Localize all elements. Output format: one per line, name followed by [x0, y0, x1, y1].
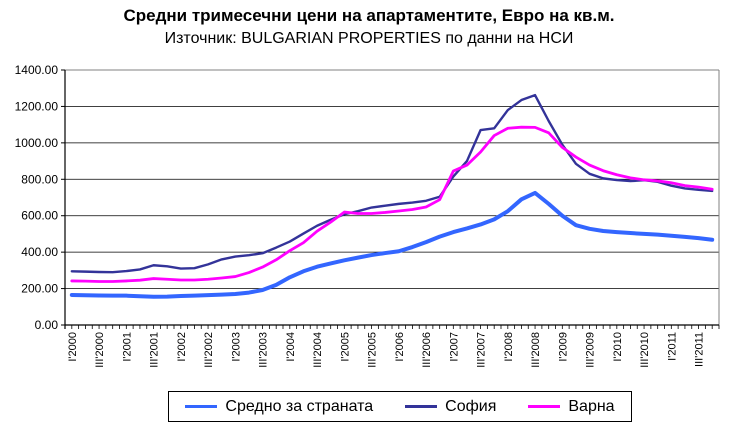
x-axis-label: III'2002 — [203, 332, 215, 368]
x-axis-label: III'2009 — [585, 332, 597, 368]
x-axis-label: III'2006 — [421, 332, 433, 368]
legend-label-sofia: София — [445, 397, 497, 415]
chart-subtitle: Източник: BULGARIAN PROPERTIES по данни … — [164, 30, 574, 47]
x-axis-label: I'2009 — [557, 332, 569, 362]
y-axis-label: 1400.00 — [15, 63, 59, 77]
x-axis-label: III'2011 — [694, 332, 706, 367]
y-axis-label: 600.00 — [21, 209, 58, 223]
x-axis-label: III'2007 — [476, 332, 488, 368]
chart-legend: Средно за страната София Варна — [168, 391, 632, 422]
legend-item-sofia: София — [405, 398, 496, 416]
series-line-varna — [70, 125, 714, 283]
x-axis-label: I'2006 — [394, 332, 406, 362]
x-axis-label: III'2001 — [149, 332, 161, 368]
y-axis-label: 800.00 — [21, 172, 58, 186]
series-line-country — [69, 190, 715, 299]
legend-label-country: Средно за страната — [225, 397, 374, 415]
legend-label-varna: Варна — [568, 397, 615, 415]
legend-line-sample-varna — [528, 405, 561, 408]
x-axis-label: III'2008 — [530, 332, 542, 368]
x-axis-label: I'2007 — [448, 332, 460, 362]
y-axis-label: 400.00 — [21, 245, 58, 259]
x-axis-label: III'2003 — [258, 332, 270, 368]
x-axis-label: I'2004 — [285, 332, 297, 362]
x-axis-label: I'2003 — [230, 332, 242, 362]
x-axis-label: I'2002 — [176, 332, 188, 362]
legend-line-sample-country — [185, 404, 218, 409]
x-axis-label: I'2011 — [666, 332, 678, 361]
x-axis-label: III'2004 — [312, 332, 324, 368]
x-axis-label: I'2001 — [121, 332, 133, 362]
x-axis-label: I'2008 — [503, 332, 515, 362]
legend-line-sample-sofia — [405, 405, 438, 408]
legend-item-country: Средно за страната — [185, 398, 373, 416]
price-line-chart: 0.00 200.00 400.00 600.00 800.00 1000.00 1200.… — [15, 63, 720, 368]
x-axis-label: I'2010 — [612, 332, 624, 362]
y-axis-label: 1200.00 — [15, 99, 59, 113]
legend-item-varna: Варна — [528, 397, 615, 416]
x-axis-label: III'2005 — [367, 332, 379, 368]
x-axis-label: III'2010 — [639, 332, 651, 368]
chart-title: Средни тримесечни цени на апартаментите,… — [123, 6, 615, 25]
x-axis-label: III'2000 — [94, 332, 106, 368]
y-axis-label: 1000.00 — [15, 136, 59, 150]
y-axis-label: 0.00 — [35, 318, 59, 332]
series-line-sofia — [70, 93, 714, 274]
x-axis-label: I'2005 — [339, 332, 351, 362]
y-axis-label: 200.00 — [21, 282, 58, 296]
x-axis-label: I'2000 — [67, 332, 79, 362]
